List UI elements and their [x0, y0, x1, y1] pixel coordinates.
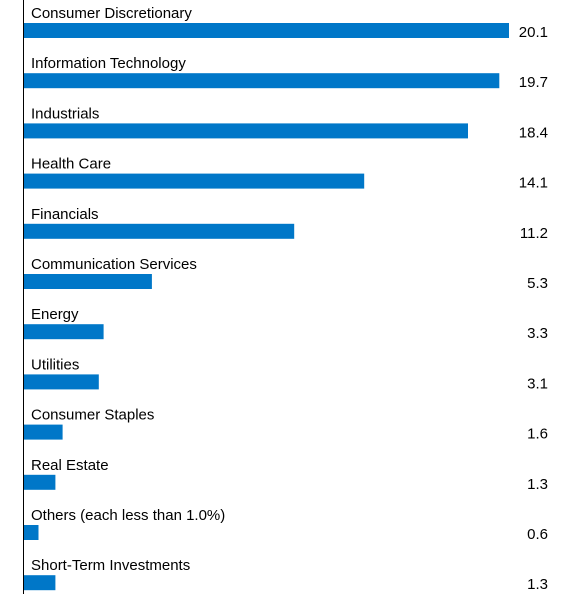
value-label: 0.6 — [527, 526, 548, 543]
value-label: 11.2 — [520, 225, 548, 242]
bar — [24, 374, 99, 390]
bar — [24, 474, 56, 490]
bar — [24, 23, 509, 38]
value-label: 18.4 — [519, 124, 548, 141]
category-label: Information Technology — [31, 55, 186, 72]
value-label: 3.3 — [527, 325, 548, 342]
bar — [24, 223, 295, 239]
category-label: Industrials — [31, 105, 99, 122]
value-label: 1.3 — [527, 576, 548, 593]
value-label: 19.7 — [519, 74, 548, 91]
bar — [24, 575, 56, 591]
category-label: Consumer Discretionary — [31, 5, 192, 22]
bar — [24, 123, 468, 139]
value-label: 1.3 — [527, 476, 548, 493]
value-label: 3.1 — [527, 375, 548, 392]
category-label: Health Care — [31, 156, 111, 173]
category-label: Real Estate — [31, 457, 109, 474]
bar — [24, 324, 104, 340]
category-label: Consumer Staples — [31, 407, 154, 424]
bar — [24, 274, 152, 289]
bar — [24, 424, 63, 440]
category-label: Communication Services — [31, 256, 197, 273]
category-label: Utilities — [31, 356, 79, 373]
category-label: Financials — [31, 206, 99, 223]
bar — [24, 73, 500, 89]
value-label: 5.3 — [527, 275, 548, 292]
value-label: 1.6 — [527, 426, 548, 443]
value-label: 14.1 — [519, 175, 548, 192]
bars: Consumer Discretionary 20.1 Information Te… — [24, 5, 548, 593]
category-label: Others (each less than 1.0%) — [31, 507, 225, 524]
value-label: 20.1 — [519, 24, 548, 41]
bar — [24, 525, 39, 540]
category-label: Short-Term Investments — [31, 557, 190, 574]
bar — [24, 173, 365, 189]
category-label: Energy — [31, 306, 79, 323]
